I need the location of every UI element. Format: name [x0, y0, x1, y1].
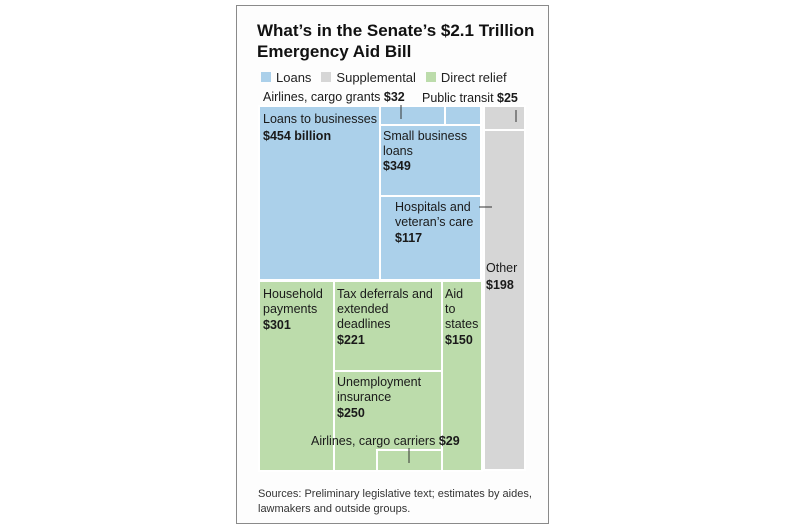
value-household-payments: $301: [263, 318, 291, 332]
value-loans-to-businesses: $454 billion: [263, 129, 331, 143]
legend: Loans Supplemental Direct relief: [261, 68, 517, 86]
legend-item-loans: Loans: [261, 70, 311, 85]
label-aid-to-states: Aid to states: [445, 287, 478, 331]
legend-label-loans: Loans: [276, 69, 312, 85]
label-unemployment-insurance: Unemployment insurance: [337, 375, 422, 404]
value-unemployment-insurance: $250: [337, 406, 365, 420]
label-hospitals-veterans-care: Hospitals and veteran’s care: [395, 200, 473, 229]
legend-swatch-direct-relief: [425, 72, 436, 82]
label-household-payments: Household payments: [263, 287, 323, 316]
treemap-cell-airlines-grants-split: [444, 105, 482, 126]
source-note: Sources: Preliminary legislative text; e…: [258, 488, 532, 515]
chart-card: What’s in the Senate’s $2.1 Trillion Eme…: [236, 5, 549, 524]
value-hospitals-veterans-care: $117: [395, 231, 422, 245]
value-aid-to-states: $150: [445, 333, 473, 347]
treemap-cell-airlines-cargo-grants: [379, 105, 446, 126]
legend-item-direct-relief: Direct relief: [425, 69, 507, 85]
label-tax-deferrals: Tax deferrals and extended deadlines: [337, 287, 433, 331]
chart-title: What’s in the Senate’s $2.1 Trillion Eme…: [257, 21, 535, 61]
legend-swatch-supplemental: [321, 72, 332, 82]
label-loans-to-businesses: Loans to businesses: [263, 112, 377, 126]
treemap-cell-other: [483, 129, 526, 471]
label-airlines-cargo-carriers: Airlines, cargo carriers $29: [311, 434, 460, 448]
label-public-transit: Public transit $25: [422, 91, 518, 105]
treemap-cell-hospitals-and-veteran-s-care: [379, 195, 482, 281]
value-small-business-loans: $349: [383, 159, 411, 173]
legend-label-supplemental: Supplemental: [336, 69, 416, 85]
value-other: $198: [486, 278, 514, 292]
treemap-cell-aid-to-states: [441, 280, 483, 472]
treemap-cell-public-transit: [483, 105, 526, 131]
label-other: Other: [486, 261, 517, 275]
treemap: Loans to businesses $454 billion Small bus…: [258, 90, 526, 472]
treemap-cell-household-payments: [258, 280, 335, 472]
value-tax-deferrals: $221: [337, 333, 365, 347]
legend-item-supplemental: Supplemental: [321, 70, 416, 85]
legend-label-direct-relief: Direct relief: [440, 69, 507, 85]
label-small-business-loans: Small business loans: [383, 129, 467, 158]
label-airlines-cargo-grants: Airlines, cargo grants $32: [263, 90, 405, 104]
legend-swatch-loans: [261, 72, 271, 82]
